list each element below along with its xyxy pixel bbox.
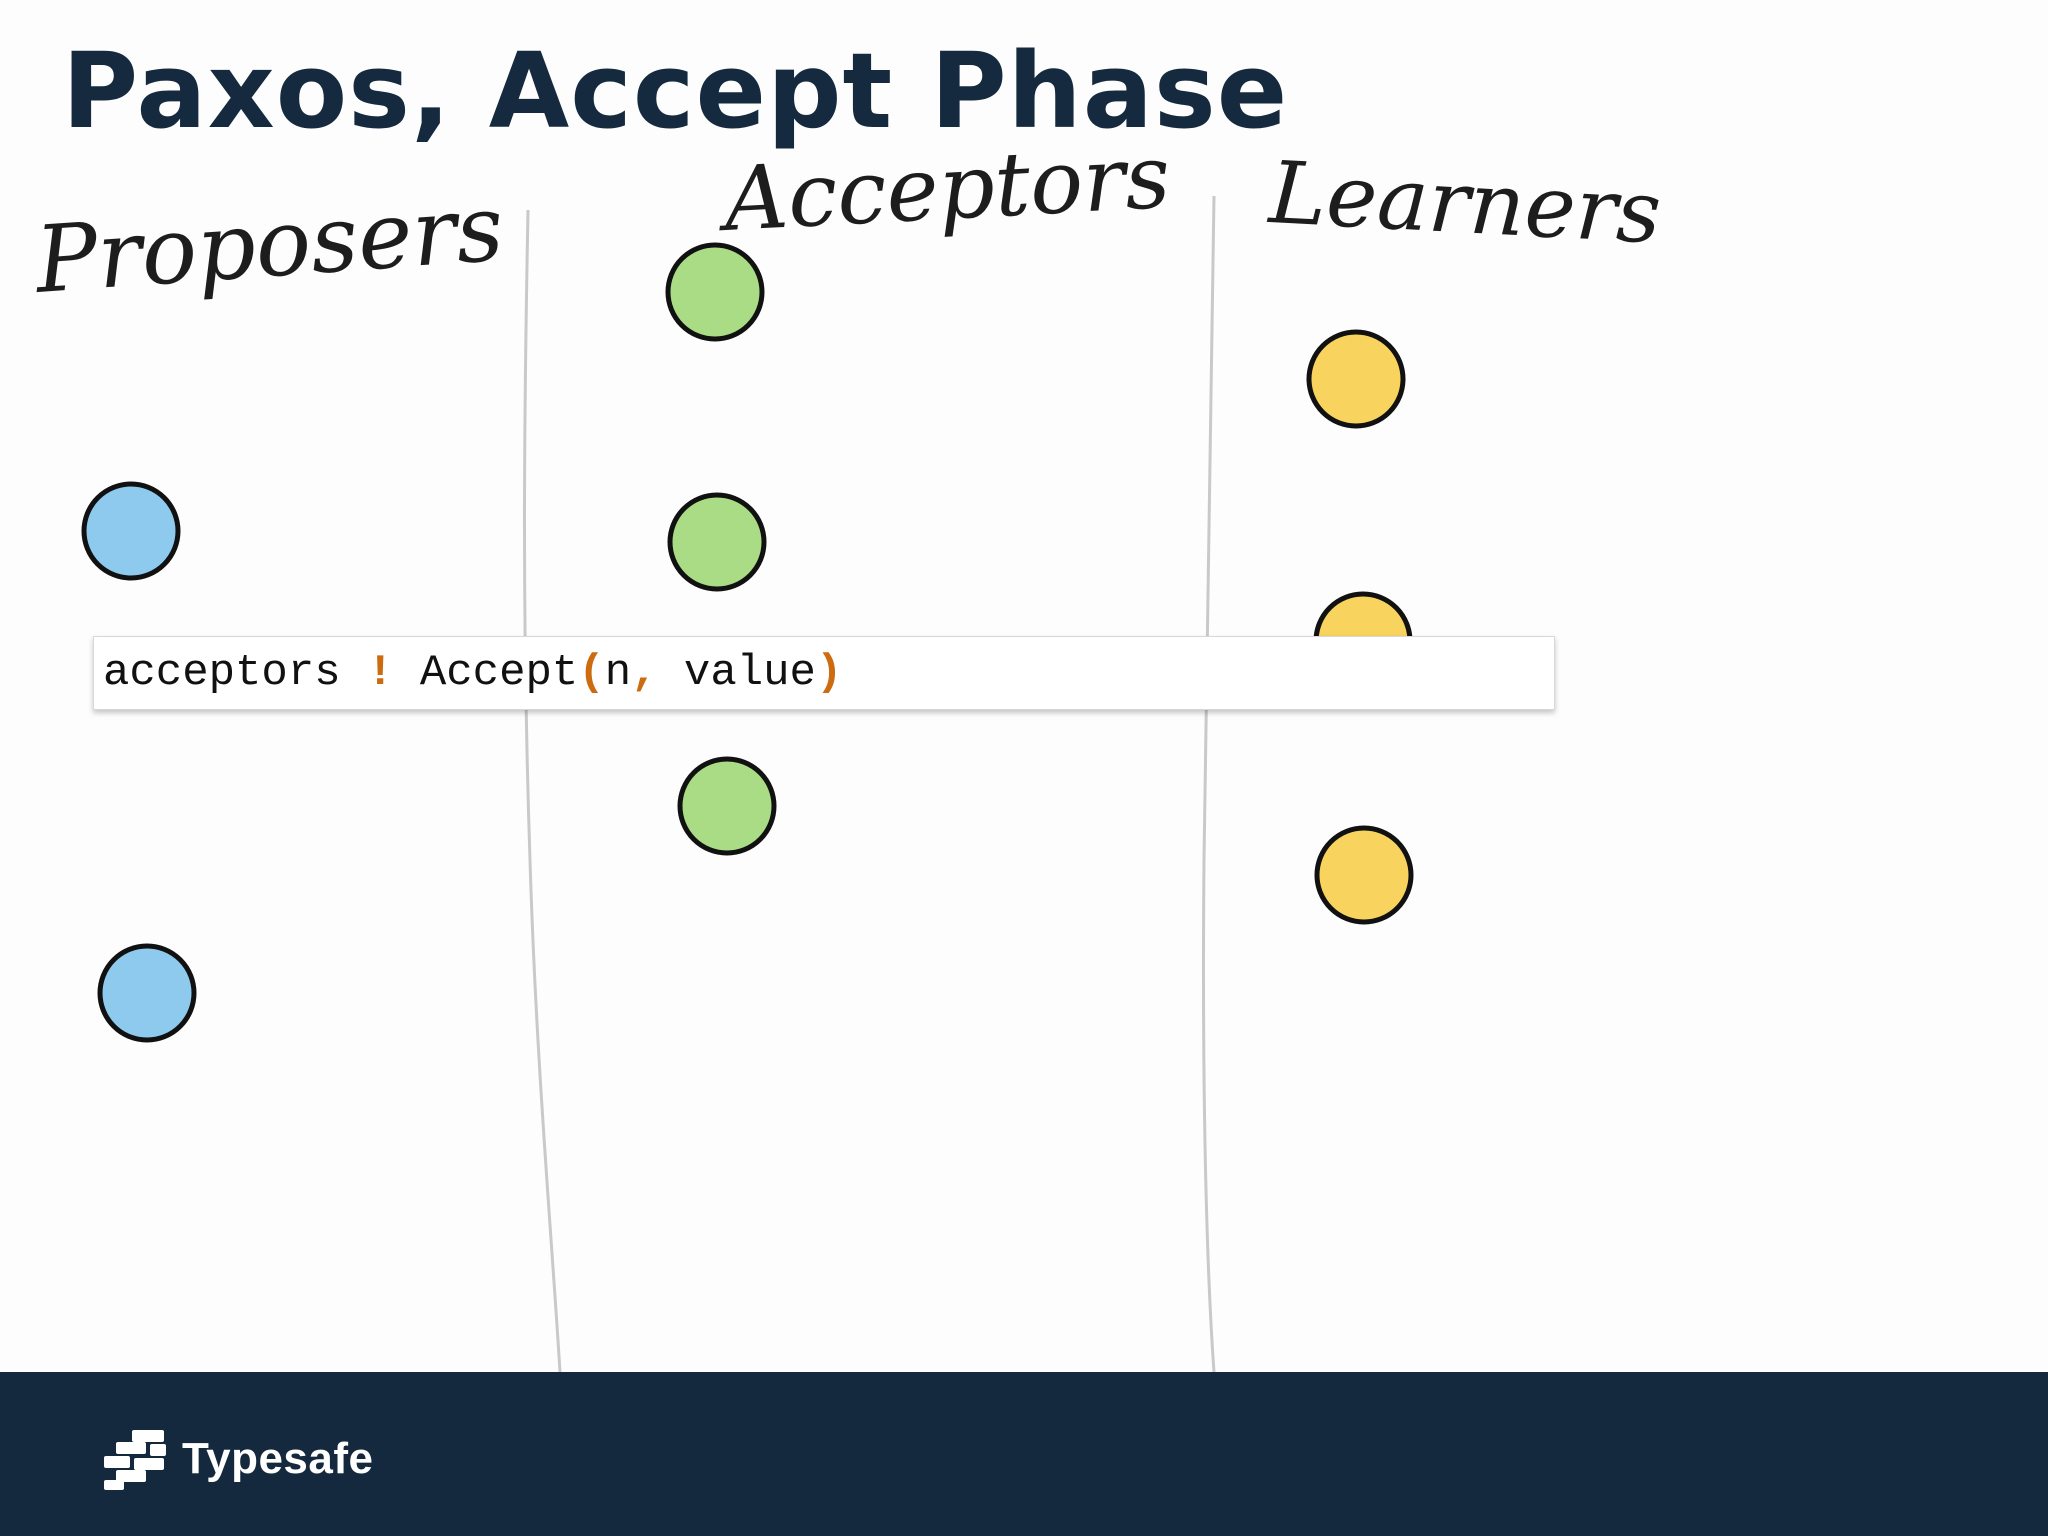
code-open-paren: ( bbox=[578, 648, 605, 698]
code-close-paren: ) bbox=[815, 648, 843, 698]
brand-name: Typesafe bbox=[182, 1434, 374, 1483]
typesafe-logo-icon bbox=[104, 1430, 166, 1490]
code-arg-value: value bbox=[683, 648, 816, 698]
column-label-proposers: Proposers bbox=[30, 175, 507, 315]
acceptor-node bbox=[667, 492, 767, 592]
proposer-node bbox=[97, 943, 197, 1043]
code-arg-n: n bbox=[604, 648, 632, 698]
learner-node bbox=[1314, 825, 1414, 925]
paxos-diagram: Proposers Acceptors Learners bbox=[30, 125, 1664, 1372]
brand-logo: Typesafe bbox=[102, 1426, 374, 1492]
code-comma: , bbox=[631, 648, 658, 698]
acceptor-node bbox=[665, 242, 765, 342]
code-target: acceptors bbox=[103, 648, 341, 698]
column-label-acceptors: Acceptors bbox=[715, 125, 1173, 252]
code-snippet-box: acceptors ! Accept(n, value) bbox=[93, 636, 1555, 710]
divider-proposers-acceptors bbox=[523, 209, 562, 1372]
acceptor-node bbox=[677, 756, 777, 856]
learner-node bbox=[1306, 329, 1406, 429]
slide-title: Paxos, Accept Phase bbox=[62, 30, 1289, 152]
code-send-operator: ! bbox=[367, 648, 394, 698]
footer-bar: Typesafe bbox=[0, 1372, 2048, 1536]
code-message-name: Accept bbox=[419, 648, 579, 698]
code-line: acceptors ! Accept(n, value) bbox=[103, 651, 842, 695]
divider-acceptors-learners bbox=[1201, 195, 1216, 1372]
proposer-node bbox=[81, 481, 181, 581]
column-label-learners: Learners bbox=[1265, 143, 1664, 263]
